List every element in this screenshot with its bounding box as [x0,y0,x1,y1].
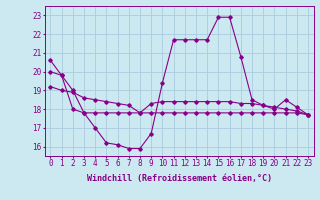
X-axis label: Windchill (Refroidissement éolien,°C): Windchill (Refroidissement éolien,°C) [87,174,272,183]
